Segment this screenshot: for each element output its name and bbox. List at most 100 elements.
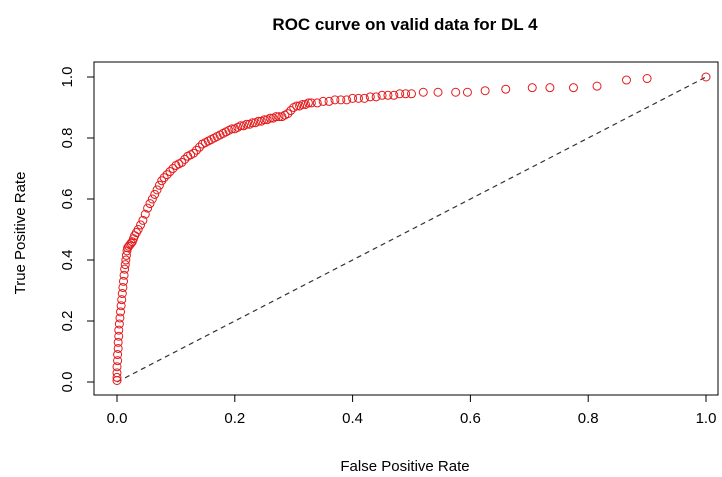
roc-point: [150, 189, 160, 199]
roc-point: [383, 90, 393, 100]
roc-point: [318, 96, 328, 106]
roc-point: [177, 157, 187, 167]
roc-point: [136, 220, 146, 230]
roc-point: [298, 99, 308, 109]
roc-point: [119, 270, 129, 280]
roc-point: [274, 112, 284, 122]
roc-point: [306, 98, 316, 108]
roc-point: [592, 81, 602, 91]
diagonal-reference-line: [116, 76, 707, 383]
roc-point: [418, 87, 428, 97]
roc-point: [371, 92, 381, 102]
roc-point: [365, 92, 375, 102]
roc-point: [336, 95, 346, 105]
roc-point: [114, 319, 124, 329]
roc-point: [451, 87, 461, 97]
roc-point: [527, 83, 537, 93]
y-axis-label: True Positive Rate: [12, 172, 29, 295]
roc-point: [303, 98, 313, 108]
roc-point: [138, 215, 148, 225]
roc-point: [112, 362, 122, 372]
roc-point: [122, 246, 132, 256]
x-axis: 0.0 0.2 0.4 0.6 0.8 1.0: [107, 394, 717, 427]
roc-point: [116, 301, 126, 311]
roc-point: [330, 95, 340, 105]
x-tick-label: 0.8: [578, 410, 599, 427]
roc-point: [568, 83, 578, 93]
y-tick-label: 0.4: [59, 250, 76, 271]
roc-point: [292, 101, 302, 111]
plot-frame: [93, 61, 719, 396]
roc-point: [162, 170, 172, 180]
x-tick-label: 0.0: [107, 410, 128, 427]
roc-point: [180, 154, 190, 164]
roc-point: [113, 343, 123, 353]
roc-point: [118, 276, 128, 286]
x-tick-label: 0.2: [224, 410, 245, 427]
roc-point: [126, 238, 136, 248]
roc-point: [115, 313, 125, 323]
roc-point: [247, 118, 257, 128]
roc-point: [147, 194, 157, 204]
roc-point: [642, 74, 652, 84]
roc-point: [701, 72, 711, 82]
roc-point: [242, 119, 252, 129]
roc-point: [377, 90, 387, 100]
roc-point: [120, 260, 130, 270]
roc-point: [165, 167, 175, 177]
roc-point: [401, 89, 411, 99]
y-tick-label: 0.8: [59, 128, 76, 149]
x-axis-label: False Positive Rate: [340, 458, 469, 475]
roc-point: [312, 98, 322, 108]
roc-point: [114, 331, 124, 341]
y-tick-label: 1.0: [59, 67, 76, 88]
roc-point: [192, 145, 202, 155]
x-tick-label: 0.4: [342, 410, 363, 427]
roc-point: [120, 264, 130, 274]
y-tick-label: 0.0: [59, 372, 76, 393]
roc-point: [389, 90, 399, 100]
roc-point: [117, 295, 127, 305]
roc-point: [259, 115, 269, 125]
x-tick-label: 0.6: [460, 410, 481, 427]
roc-point: [324, 96, 334, 106]
roc-point: [227, 124, 237, 134]
y-axis: 0.0 0.2 0.4 0.6 0.8 1.0: [59, 67, 95, 393]
roc-point: [342, 95, 352, 105]
x-tick-label: 1.0: [696, 410, 717, 427]
roc-point: [194, 142, 204, 152]
roc-point: [407, 89, 416, 99]
roc-point: [152, 185, 162, 195]
roc-point: [353, 93, 363, 103]
roc-point: [265, 113, 275, 123]
roc-point: [395, 89, 405, 99]
roc-point: [157, 176, 167, 186]
roc-point: [113, 350, 123, 360]
roc-point: [121, 255, 131, 265]
roc-point: [154, 180, 164, 190]
roc-point: [118, 282, 128, 292]
roc-point: [113, 356, 123, 366]
roc-point: [114, 325, 124, 335]
roc-point: [112, 372, 122, 382]
roc-point: [359, 93, 369, 103]
roc-point: [113, 337, 123, 347]
roc-point: [236, 121, 246, 131]
roc-point: [283, 109, 293, 119]
y-tick-label: 0.2: [59, 311, 76, 332]
roc-point: [271, 112, 281, 122]
roc-point: [159, 173, 169, 183]
roc-point: [545, 83, 555, 93]
y-tick-label: 0.6: [59, 189, 76, 210]
roc-point: [501, 84, 511, 94]
roc-point: [143, 203, 153, 213]
roc-point: [621, 75, 631, 85]
roc-point: [117, 289, 127, 299]
roc-point: [433, 87, 443, 97]
roc-point: [253, 116, 263, 126]
roc-point: [145, 199, 155, 209]
roc-point: [462, 87, 472, 97]
roc-point: [140, 209, 150, 219]
roc-point: [112, 368, 122, 378]
